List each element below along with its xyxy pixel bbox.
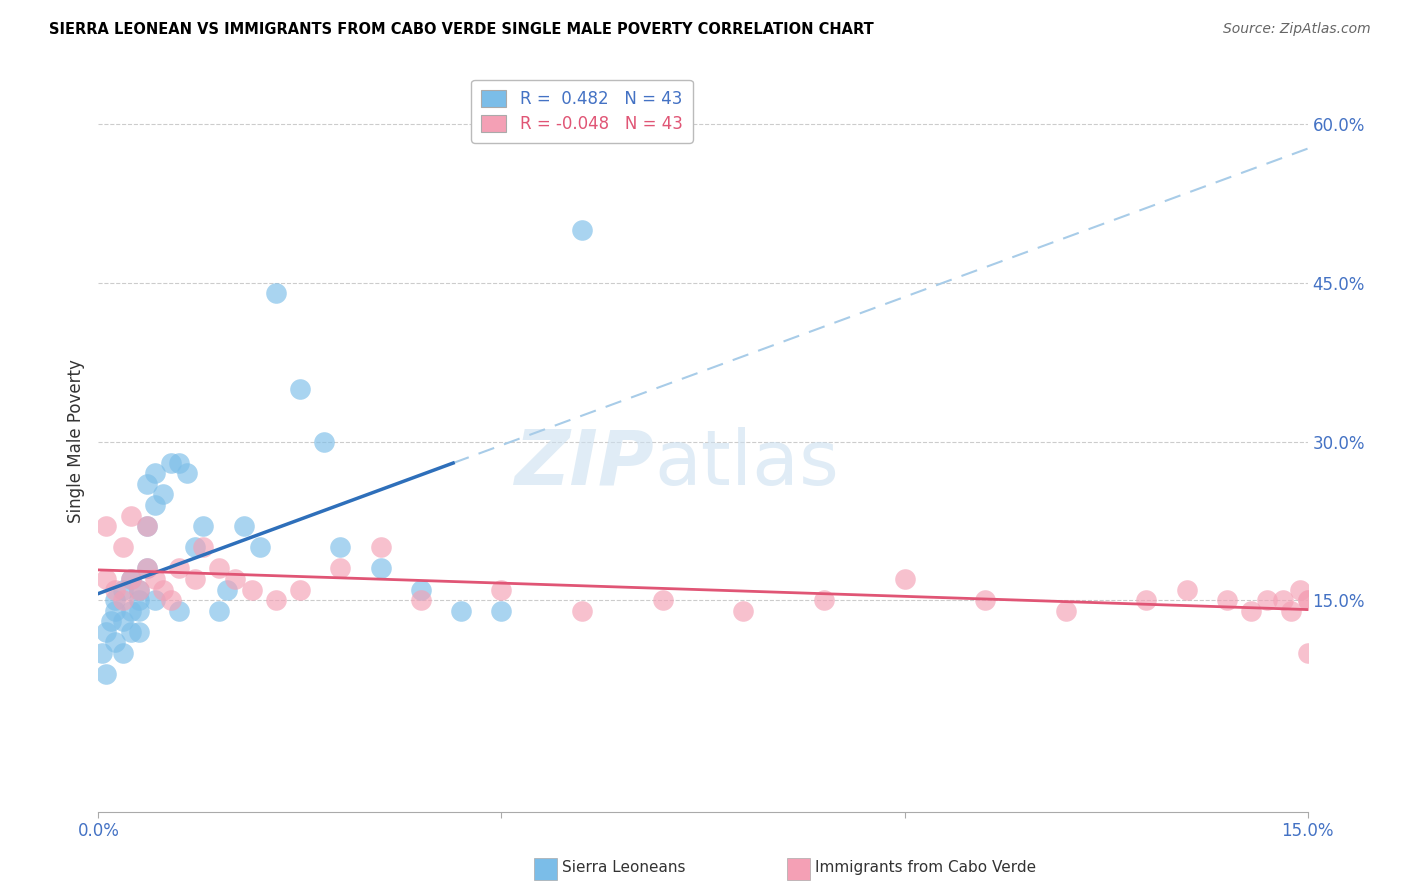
Point [135,519,157,533]
Point [96,624,118,639]
Point [491,604,513,618]
Point [1272,593,1295,607]
Point [571,223,593,237]
Point [1135,593,1157,607]
Point [232,519,254,533]
Point [193,519,215,533]
Text: Source: ZipAtlas.com: Source: ZipAtlas.com [1223,22,1371,37]
Point [111,646,134,660]
Point [208,561,231,575]
Text: Sierra Leoneans: Sierra Leoneans [562,861,686,875]
Point [128,624,150,639]
Point [249,541,271,555]
Point [974,593,997,607]
Point [893,572,915,586]
Point [96,519,118,533]
Point [143,593,166,607]
Point [135,561,157,575]
Point [120,624,142,639]
Point [111,541,134,555]
Point [143,498,166,512]
Point [120,508,142,523]
Point [1296,593,1319,607]
Point [1216,593,1239,607]
Point [264,593,287,607]
Point [100,615,122,629]
Point [224,572,246,586]
Point [167,604,190,618]
Point [160,593,183,607]
Point [193,541,215,555]
Point [651,593,673,607]
Point [1281,604,1303,618]
Point [167,456,190,470]
Point [135,519,157,533]
Point [314,434,336,449]
Point [450,604,472,618]
Point [120,604,142,618]
Point [111,615,134,629]
Point [152,582,174,597]
Point [184,572,207,586]
Point [143,467,166,481]
Point [1240,604,1263,618]
Point [160,456,183,470]
Point [1296,646,1319,660]
Point [217,582,239,597]
Point [1288,582,1310,597]
Point [111,593,134,607]
Text: SIERRA LEONEAN VS IMMIGRANTS FROM CABO VERDE SINGLE MALE POVERTY CORRELATION CHA: SIERRA LEONEAN VS IMMIGRANTS FROM CABO V… [49,22,875,37]
Point [733,604,755,618]
Point [120,572,142,586]
Point [571,604,593,618]
Point [111,582,134,597]
Point [1054,604,1077,618]
Point [167,561,190,575]
Point [128,582,150,597]
Point [813,593,835,607]
Point [409,582,432,597]
Point [103,604,125,618]
Point [96,667,118,681]
Point [176,467,198,481]
Point [135,561,157,575]
Point [152,487,174,501]
Point [1296,593,1319,607]
Point [143,572,166,586]
Point [491,582,513,597]
Text: Immigrants from Cabo Verde: Immigrants from Cabo Verde [815,861,1036,875]
Point [135,476,157,491]
Text: atlas: atlas [655,426,839,500]
Point [184,541,207,555]
Point [208,604,231,618]
Point [370,561,392,575]
Point [103,582,125,597]
Point [329,541,352,555]
Point [128,593,150,607]
Point [120,572,142,586]
Point [1175,582,1198,597]
Point [370,541,392,555]
Point [91,646,114,660]
Point [128,604,150,618]
Point [240,582,263,597]
Legend: R =  0.482   N = 43, R = -0.048   N = 43: R = 0.482 N = 43, R = -0.048 N = 43 [471,79,693,143]
Point [329,561,352,575]
Point [409,593,432,607]
Point [1256,593,1278,607]
Point [264,286,287,301]
Point [103,635,125,649]
Point [96,572,118,586]
Text: ZIP: ZIP [515,426,655,500]
Point [288,582,311,597]
Point [128,582,150,597]
Y-axis label: Single Male Poverty: Single Male Poverty [67,359,86,524]
Point [103,593,125,607]
Point [288,382,311,396]
